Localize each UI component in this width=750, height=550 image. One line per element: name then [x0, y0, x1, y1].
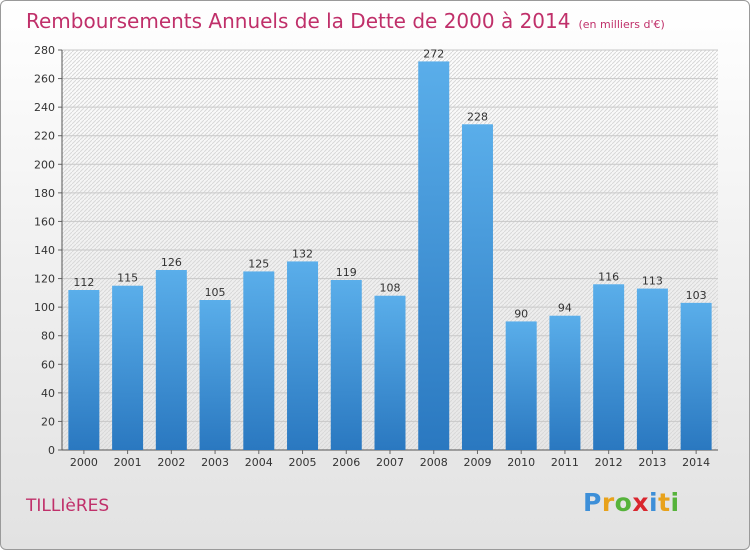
x-tick-label: 2000	[70, 456, 98, 469]
logo-letter: i	[670, 488, 680, 517]
bar-value-label: 94	[558, 302, 572, 315]
y-tick-label: 120	[34, 273, 55, 286]
bar-value-label: 126	[161, 256, 182, 269]
bar	[418, 61, 450, 451]
x-tick-label: 2005	[289, 456, 317, 469]
logo-letter: t	[658, 488, 671, 517]
bar-value-label: 105	[205, 286, 226, 299]
town-name: TILLIèRES	[26, 496, 110, 516]
bar	[287, 261, 319, 450]
x-tick-label: 2001	[114, 456, 142, 469]
chart-title-text: Remboursements Annuels de la Dette de 20…	[26, 9, 571, 33]
x-tick-label: 2003	[201, 456, 229, 469]
y-tick-label: 20	[41, 415, 55, 428]
bar-value-label: 103	[686, 289, 707, 302]
bar-value-label: 116	[598, 270, 619, 283]
y-tick-label: 280	[34, 44, 55, 57]
x-tick-label: 2014	[682, 456, 710, 469]
x-tick-label: 2009	[463, 456, 491, 469]
bar-value-label: 115	[117, 272, 138, 285]
bar	[330, 280, 362, 450]
x-tick-label: 2013	[638, 456, 666, 469]
x-tick-label: 2007	[376, 456, 404, 469]
bar-value-label: 90	[514, 307, 528, 320]
logo-letter: x	[632, 488, 649, 517]
proxiti-logo: Proxiti	[583, 488, 680, 517]
x-tick-label: 2002	[157, 456, 185, 469]
x-tick-label: 2008	[420, 456, 448, 469]
bar-value-label: 108	[380, 282, 401, 295]
y-tick-label: 0	[48, 444, 55, 457]
y-tick-label: 200	[34, 158, 55, 171]
bar-value-label: 112	[73, 276, 94, 289]
logo-letter: r	[601, 488, 615, 517]
y-tick-label: 100	[34, 301, 55, 314]
x-tick-label: 2006	[332, 456, 360, 469]
bar	[374, 295, 406, 450]
y-tick-label: 80	[41, 330, 55, 343]
bar	[199, 300, 231, 450]
bar-value-label: 272	[423, 47, 444, 60]
y-tick-label: 160	[34, 215, 55, 228]
bar-value-label: 228	[467, 110, 488, 123]
bar-value-label: 113	[642, 275, 663, 288]
x-tick-label: 2012	[595, 456, 623, 469]
x-tick-label: 2004	[245, 456, 273, 469]
bar	[461, 124, 493, 451]
bar	[112, 285, 144, 450]
x-tick-label: 2011	[551, 456, 579, 469]
y-tick-label: 240	[34, 101, 55, 114]
bar	[68, 290, 100, 450]
bar-value-label: 125	[248, 257, 269, 270]
x-tick-label: 2010	[507, 456, 535, 469]
y-tick-label: 40	[41, 387, 55, 400]
bar	[636, 288, 668, 450]
chart-title: Remboursements Annuels de la Dette de 20…	[26, 6, 665, 40]
logo-letter: i	[649, 488, 659, 517]
bar	[680, 302, 712, 450]
logo-letter: o	[614, 488, 633, 517]
y-tick-label: 60	[41, 358, 55, 371]
bar	[155, 270, 187, 450]
logo-letter: P	[583, 488, 602, 517]
bar	[243, 271, 275, 450]
y-tick-label: 220	[34, 130, 55, 143]
bar	[593, 284, 625, 450]
chart-subtitle: (en milliers d'€)	[578, 18, 665, 31]
bar	[549, 315, 581, 450]
bar-value-label: 119	[336, 266, 357, 279]
y-tick-label: 260	[34, 73, 55, 86]
bar	[505, 321, 537, 450]
y-tick-label: 180	[34, 187, 55, 200]
y-tick-label: 140	[34, 244, 55, 257]
bar-value-label: 132	[292, 247, 313, 260]
